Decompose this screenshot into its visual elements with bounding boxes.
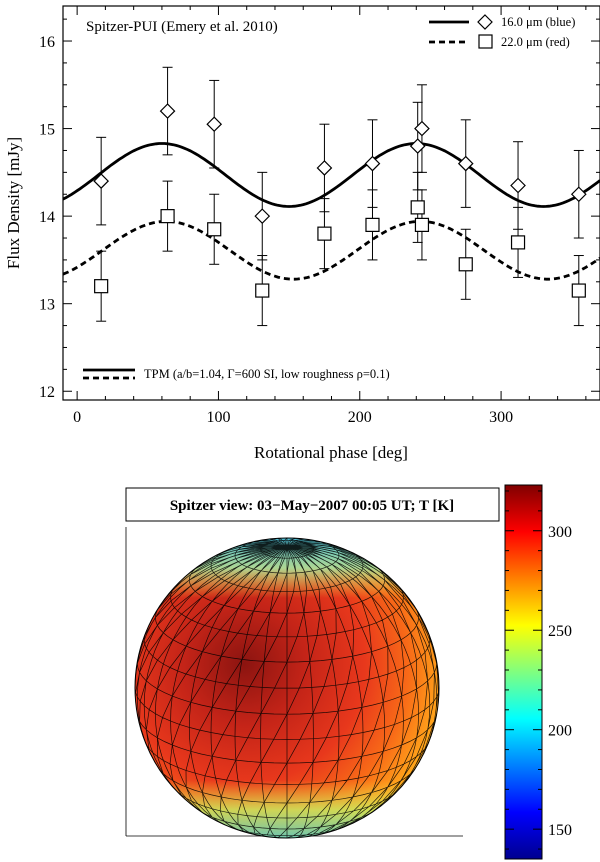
colorbar-tick-label: 300 <box>548 524 572 541</box>
y-axis-label: Flux Density [mJy] <box>4 137 23 269</box>
square-marker <box>317 226 332 241</box>
square-marker <box>207 222 222 237</box>
diamond-marker <box>457 155 474 172</box>
square-marker <box>160 209 175 224</box>
diamond-marker <box>316 160 333 176</box>
square-marker <box>410 200 425 215</box>
colorbar-tick-label: 150 <box>548 822 572 839</box>
legend-label-red: 22.0 μm (red) <box>501 35 570 49</box>
legend: 16.0 μm (blue) 22.0 μm (red) <box>429 14 575 49</box>
colorbar-gradient <box>504 484 543 860</box>
square-marker <box>414 217 430 232</box>
y-tick-label: 15 <box>39 122 55 139</box>
legend-diamond-icon <box>477 14 493 30</box>
legend-label-blue: 16.0 μm (blue) <box>501 15 575 29</box>
sphere <box>134 537 440 839</box>
diamond-marker <box>254 208 271 224</box>
diamond-marker <box>510 177 526 194</box>
square-marker <box>255 283 270 298</box>
model-legend-label: TPM (a/b=1.04, Γ=600 SI, low roughness ρ… <box>144 367 390 381</box>
colorbar-ticks: 150 200 250 300 <box>505 490 572 850</box>
plot-frame <box>62 5 600 401</box>
colorbar-tick-label: 250 <box>548 623 572 640</box>
square-marker <box>510 235 526 250</box>
y-axis-ticks: 12 13 14 15 16 <box>39 18 600 401</box>
x-tick-label: 0 <box>73 409 81 426</box>
diamond-marker <box>364 155 381 172</box>
colorbar: 150 200 250 300 <box>504 484 572 860</box>
annotation-text: Spitzer-PUI (Emery et al. 2010) <box>86 19 278 35</box>
diamond-marker <box>570 186 587 203</box>
square-marker <box>571 283 586 298</box>
square-marker <box>458 257 473 272</box>
data-markers <box>93 103 587 298</box>
y-tick-label: 16 <box>39 34 55 51</box>
square-marker <box>94 279 109 294</box>
model-curve <box>63 220 600 281</box>
y-tick-label: 12 <box>39 384 55 401</box>
temperature-map: Spitzer view: 03−May−2007 00:05 UT; T [K… <box>125 484 572 860</box>
diamond-marker <box>414 120 430 137</box>
map-title: Spitzer view: 03−May−2007 00:05 UT; T [K… <box>170 498 454 514</box>
sphere-outline <box>134 537 440 839</box>
y-tick-label: 13 <box>39 297 55 314</box>
diamond-marker <box>409 138 426 154</box>
colorbar-tick-label: 200 <box>548 723 572 740</box>
x-tick-label: 300 <box>489 409 513 426</box>
square-marker <box>365 217 380 232</box>
diamond-marker <box>93 173 110 189</box>
legend-square-icon <box>478 34 493 49</box>
map-title-box <box>125 487 500 522</box>
model-curve <box>63 142 600 208</box>
model-curves <box>63 142 600 281</box>
x-axis-label: Rotational phase [deg] <box>254 443 408 462</box>
x-axis-ticks: 0 100 200 300 <box>73 6 587 426</box>
x-tick-label: 200 <box>348 409 372 426</box>
flux-chart: 12 13 14 15 16 0 100 200 300 Spitzer-PUI (Emery… <box>4 5 600 462</box>
diamond-marker <box>159 103 176 119</box>
model-legend: TPM (a/b=1.04, Γ=600 SI, low roughness ρ… <box>83 367 390 381</box>
diamond-marker <box>206 116 223 133</box>
y-tick-label: 14 <box>39 209 55 226</box>
x-tick-label: 100 <box>206 409 230 426</box>
